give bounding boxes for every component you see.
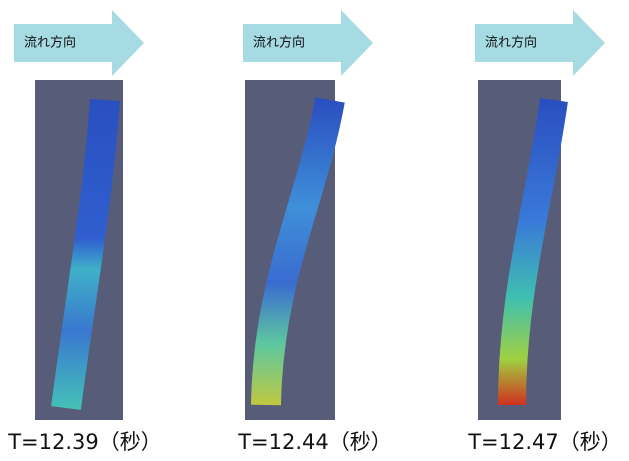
flow-arrow (14, 10, 144, 76)
caption: T=12.39（秒） (7, 430, 162, 454)
panel: 流れ方向 T=12.47（秒） (467, 10, 622, 454)
arrow-label: 流れ方向 (24, 35, 76, 51)
panel: 流れ方向 T=12.44（秒） (237, 10, 392, 454)
flow-arrow (475, 10, 605, 76)
panel: 流れ方向 T=12.39（秒） (7, 10, 162, 454)
arrow-label: 流れ方向 (485, 35, 537, 51)
tube (51, 98, 120, 410)
tube (498, 98, 568, 406)
arrow-label: 流れ方向 (253, 35, 305, 51)
caption: T=12.44（秒） (237, 430, 392, 454)
tube (251, 97, 345, 406)
caption: T=12.47（秒） (467, 430, 622, 454)
flow-arrow (243, 10, 373, 76)
panels: 流れ方向 T=12.39（秒） 流れ方向 T=12.44（秒） 流れ方向 T=12.47（… (7, 10, 622, 454)
